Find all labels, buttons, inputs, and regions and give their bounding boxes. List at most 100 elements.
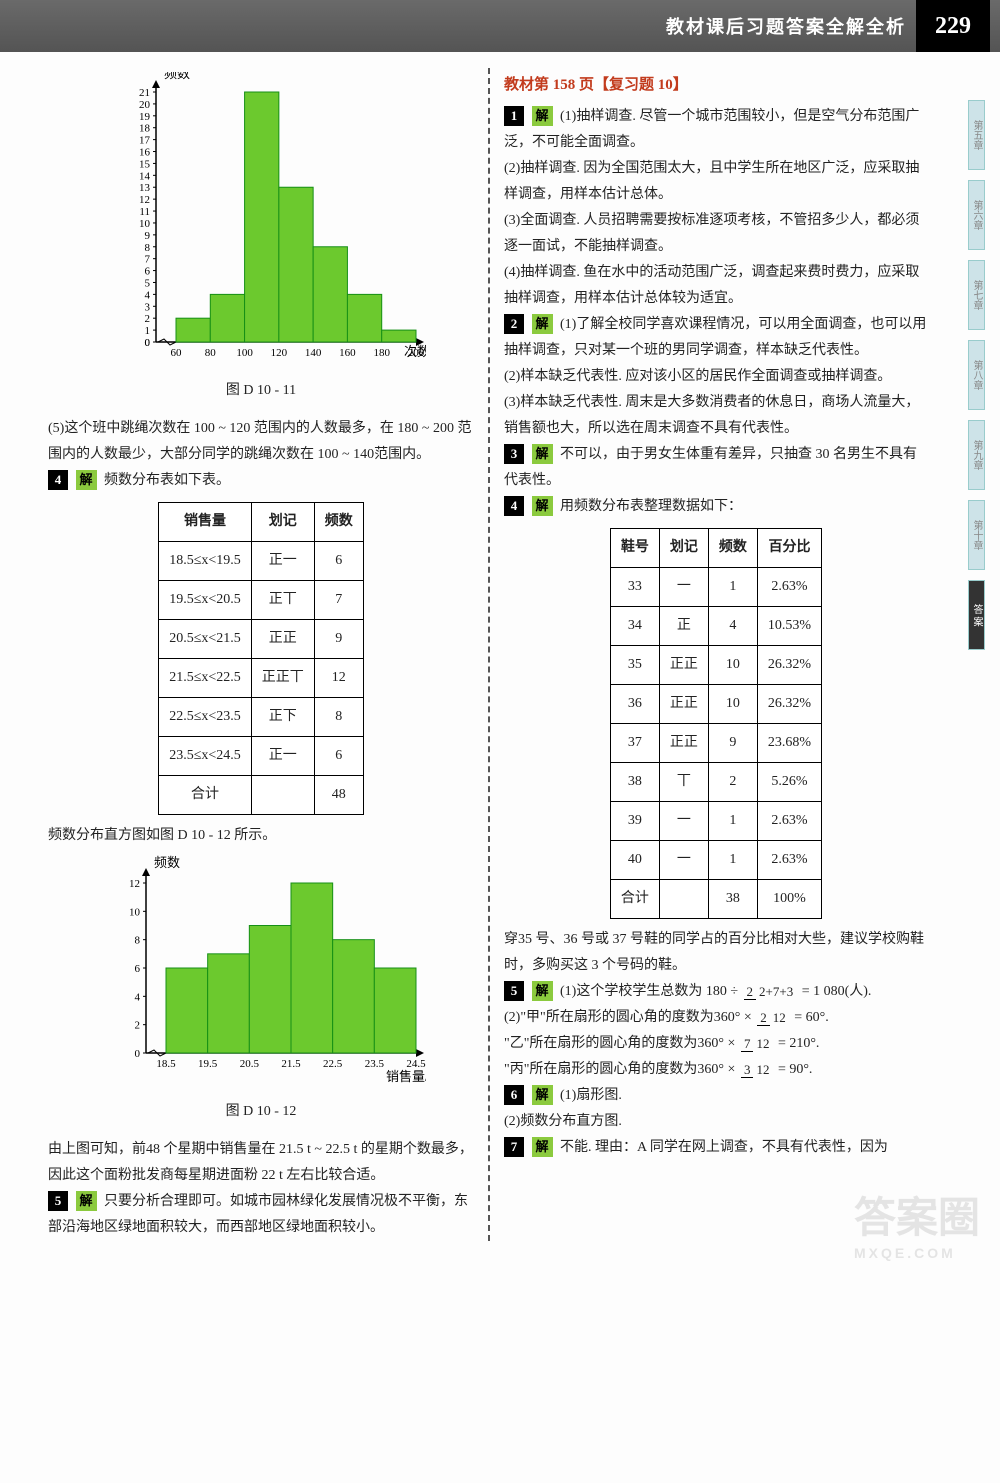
chart-2: 02468101218.519.520.521.522.523.524.5频数销… bbox=[48, 853, 474, 1093]
paragraph: "乙"所在扇形的圆心角的度数为360° × 712 = 210°. bbox=[504, 1031, 928, 1057]
paragraph: 频数分布直方图如图 D 10 - 12 所示。 bbox=[48, 823, 474, 849]
paragraph: (4)抽样调查. 鱼在水中的活动范围广泛，调查起来费时费力，应采取抽样调查，用样… bbox=[504, 260, 928, 312]
item-4: 4 解 频数分布表如下表。 bbox=[48, 468, 474, 494]
solve-badge: 解 bbox=[532, 106, 553, 126]
svg-text:0: 0 bbox=[135, 1048, 141, 1060]
side-tab: 第十章 bbox=[968, 500, 985, 570]
svg-text:2: 2 bbox=[145, 313, 151, 325]
paragraph: (5)这个班中跳绳次数在 100 ~ 120 范围内的人数最多，在 180 ~ … bbox=[48, 416, 474, 468]
item-5: 5 解 (1)这个学校学生总数为 180 ÷ 22+7+3 = 1 080(人)… bbox=[504, 979, 928, 1005]
svg-text:3: 3 bbox=[145, 301, 151, 313]
text: 频数分布表如下表。 bbox=[104, 473, 230, 488]
solve-badge: 解 bbox=[76, 1191, 97, 1211]
svg-text:18.5: 18.5 bbox=[156, 1058, 176, 1070]
svg-text:4: 4 bbox=[135, 991, 141, 1003]
frequency-table-2: 鞋号划记频数百分比33一12.63%34正410.53%35正正1026.32%… bbox=[610, 528, 822, 919]
svg-text:80: 80 bbox=[205, 347, 217, 359]
solve-badge: 解 bbox=[532, 1137, 553, 1157]
svg-text:2: 2 bbox=[135, 1020, 141, 1032]
page-header: 教材课后习题答案全解全析 229 bbox=[0, 0, 1000, 52]
paragraph: (2)频数分布直方图. bbox=[504, 1109, 928, 1135]
svg-text:21: 21 bbox=[139, 87, 150, 99]
item-1: 1 解 (1)抽样调查. 尽管一个城市范围较小，但是空气分布范围广泛，不可能全面… bbox=[504, 104, 928, 156]
svg-text:19: 19 bbox=[139, 111, 151, 123]
chart-1: 0123456789101112131415161718192021608010… bbox=[48, 72, 474, 372]
svg-text:次数: 次数 bbox=[404, 344, 426, 359]
item-4: 4 解 用频数分布表整理数据如下： bbox=[504, 494, 928, 520]
svg-text:0: 0 bbox=[145, 337, 151, 349]
right-column: 教材第 158 页【复习题 10】 1 解 (1)抽样调查. 尽管一个城市范围较… bbox=[488, 68, 928, 1241]
svg-text:17: 17 bbox=[139, 135, 151, 147]
item-6: 6 解 (1)扇形图. bbox=[504, 1083, 928, 1109]
side-tab: 第六章 bbox=[968, 180, 985, 250]
svg-text:15: 15 bbox=[139, 158, 151, 170]
svg-text:20: 20 bbox=[139, 99, 151, 111]
text: "丙"所在扇形的圆心角的度数为360° × bbox=[504, 1062, 739, 1077]
text: (1)抽样调查. 尽管一个城市范围较小，但是空气分布范围广泛，不可能全面调查。 bbox=[504, 109, 919, 150]
svg-text:22.5: 22.5 bbox=[323, 1058, 343, 1070]
solve-badge: 解 bbox=[532, 1085, 553, 1105]
svg-text:60: 60 bbox=[171, 347, 183, 359]
solve-badge: 解 bbox=[532, 981, 553, 1001]
text: 用频数分布表整理数据如下： bbox=[560, 499, 742, 514]
chart-1-caption: 图 D 10 - 11 bbox=[48, 378, 474, 404]
svg-text:7: 7 bbox=[145, 254, 151, 266]
svg-text:6: 6 bbox=[145, 266, 151, 278]
content-columns: 0123456789101112131415161718192021608010… bbox=[0, 52, 1000, 1271]
svg-text:12: 12 bbox=[139, 194, 150, 206]
solve-badge: 解 bbox=[532, 444, 553, 464]
paragraph: 穿35 号、36 号或 37 号鞋的同学占的百分比相对大些，建议学校购鞋时，多购… bbox=[504, 927, 928, 979]
side-tab: 第八章 bbox=[968, 340, 985, 410]
number-badge: 5 bbox=[504, 981, 524, 1001]
item-2: 2 解 (1)了解全校同学喜欢课程情况，可以用全面调查，也可以用抽样调查，只对某… bbox=[504, 312, 928, 364]
svg-text:频数: 频数 bbox=[164, 72, 190, 81]
side-tab: 第九章 bbox=[968, 420, 985, 490]
svg-text:10: 10 bbox=[129, 906, 141, 918]
text: = 90°. bbox=[778, 1062, 813, 1077]
chart-2-caption: 图 D 10 - 12 bbox=[48, 1099, 474, 1125]
svg-text:8: 8 bbox=[135, 935, 141, 947]
paragraph: (3)样本缺乏代表性. 周末是大多数消费者的休息日，商场人流量大，销售额也大，所… bbox=[504, 390, 928, 442]
text: (2)"甲"所在扇形的圆心角的度数为360° × bbox=[504, 1010, 755, 1025]
number-badge: 6 bbox=[504, 1085, 524, 1105]
paragraph: "丙"所在扇形的圆心角的度数为360° × 312 = 90°. bbox=[504, 1057, 928, 1083]
text: 只要分析合理即可。如城市园林绿化发展情况极不平衡，东部沿海地区绿地面积较大，而西… bbox=[48, 1194, 468, 1235]
left-column: 0123456789101112131415161718192021608010… bbox=[48, 68, 488, 1241]
svg-text:23.5: 23.5 bbox=[365, 1058, 385, 1070]
fraction: 712 bbox=[741, 1037, 773, 1051]
svg-text:11: 11 bbox=[139, 206, 150, 218]
number-badge: 2 bbox=[504, 314, 524, 334]
svg-text:4: 4 bbox=[145, 289, 151, 301]
svg-text:19.5: 19.5 bbox=[198, 1058, 218, 1070]
svg-text:140: 140 bbox=[305, 347, 322, 359]
paragraph: (2)抽样调查. 因为全国范围太大，且中学生所在地区广泛，应采取抽样调查，用样本… bbox=[504, 156, 928, 208]
paragraph: (3)全面调查. 人员招聘需要按标准逐项考核，不管招多少人，都必须逐一面试，不能… bbox=[504, 208, 928, 260]
item-5: 5 解 只要分析合理即可。如城市园林绿化发展情况极不平衡，东部沿海地区绿地面积较… bbox=[48, 1189, 474, 1241]
paragraph: (2)样本缺乏代表性. 应对该小区的居民作全面调查或抽样调查。 bbox=[504, 364, 928, 390]
svg-text:13: 13 bbox=[139, 182, 151, 194]
number-badge: 3 bbox=[504, 444, 524, 464]
svg-text:频数: 频数 bbox=[154, 855, 180, 870]
item-7: 7 解 不能. 理由：A 同学在网上调查，不具有代表性，因为 bbox=[504, 1135, 928, 1161]
fraction: 212 bbox=[757, 1011, 789, 1025]
svg-text:21.5: 21.5 bbox=[281, 1058, 301, 1070]
svg-text:14: 14 bbox=[139, 170, 151, 182]
solve-badge: 解 bbox=[532, 496, 553, 516]
fraction: 22+7+3 bbox=[744, 985, 797, 999]
svg-text:12: 12 bbox=[129, 878, 140, 890]
side-tab: 第五章 bbox=[968, 100, 985, 170]
number-badge: 7 bbox=[504, 1137, 524, 1157]
svg-text:20.5: 20.5 bbox=[240, 1058, 260, 1070]
svg-text:9: 9 bbox=[145, 230, 151, 242]
number-badge: 1 bbox=[504, 106, 524, 126]
text: "乙"所在扇形的圆心角的度数为360° × bbox=[504, 1036, 739, 1051]
svg-text:5: 5 bbox=[145, 277, 151, 289]
text: (1)了解全校同学喜欢课程情况，可以用全面调查，也可以用抽样调查，只对某一个班的… bbox=[504, 317, 926, 358]
frequency-table-1: 销售量划记频数18.5≤x<19.5正一619.5≤x<20.5正丅720.5≤… bbox=[158, 502, 364, 815]
header-title: 教材课后习题答案全解全析 bbox=[666, 13, 906, 39]
number-badge: 4 bbox=[48, 470, 68, 490]
text: = 60°. bbox=[794, 1010, 829, 1025]
item-3: 3 解 不可以，由于男女生体重有差异，只抽查 30 名男生不具有代表性。 bbox=[504, 442, 928, 494]
page-number: 229 bbox=[916, 0, 990, 52]
side-tabs: 第五章 第六章 第七章 第八章 第九章 第十章 答 案 bbox=[968, 100, 1000, 660]
